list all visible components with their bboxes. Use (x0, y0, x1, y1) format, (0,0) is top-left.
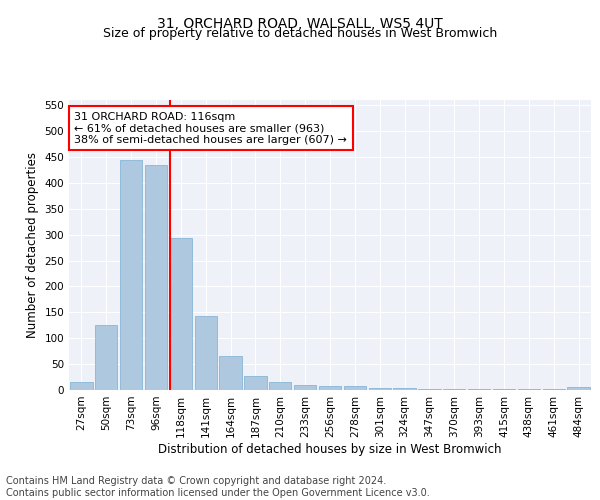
Bar (145, 164, 167, 390)
Text: Contains HM Land Registry data © Crown copyright and database right 2024.
Contai: Contains HM Land Registry data © Crown c… (6, 476, 430, 498)
Bar (368, 388, 391, 390)
Bar (294, 385, 316, 390)
Text: Size of property relative to detached houses in West Bromwich: Size of property relative to detached ho… (103, 28, 497, 40)
Bar (344, 386, 366, 390)
Bar (319, 386, 341, 390)
Y-axis label: Number of detached properties: Number of detached properties (26, 152, 39, 338)
Bar (443, 389, 466, 390)
Bar (70, 382, 92, 390)
Bar (244, 376, 266, 390)
Text: 31, ORCHARD ROAD, WALSALL, WS5 4UT: 31, ORCHARD ROAD, WALSALL, WS5 4UT (157, 18, 443, 32)
Bar (95, 326, 118, 390)
Bar (418, 389, 440, 390)
Bar (194, 316, 217, 390)
Text: 31 ORCHARD ROAD: 116sqm
← 61% of detached houses are smaller (963)
38% of semi-d: 31 ORCHARD ROAD: 116sqm ← 61% of detache… (74, 112, 347, 145)
Bar (220, 356, 242, 390)
Bar (120, 160, 142, 390)
Bar (269, 382, 292, 390)
Bar (394, 388, 416, 390)
Bar (568, 388, 590, 390)
Bar (170, 238, 192, 390)
X-axis label: Distribution of detached houses by size in West Bromwich: Distribution of detached houses by size … (158, 442, 502, 456)
